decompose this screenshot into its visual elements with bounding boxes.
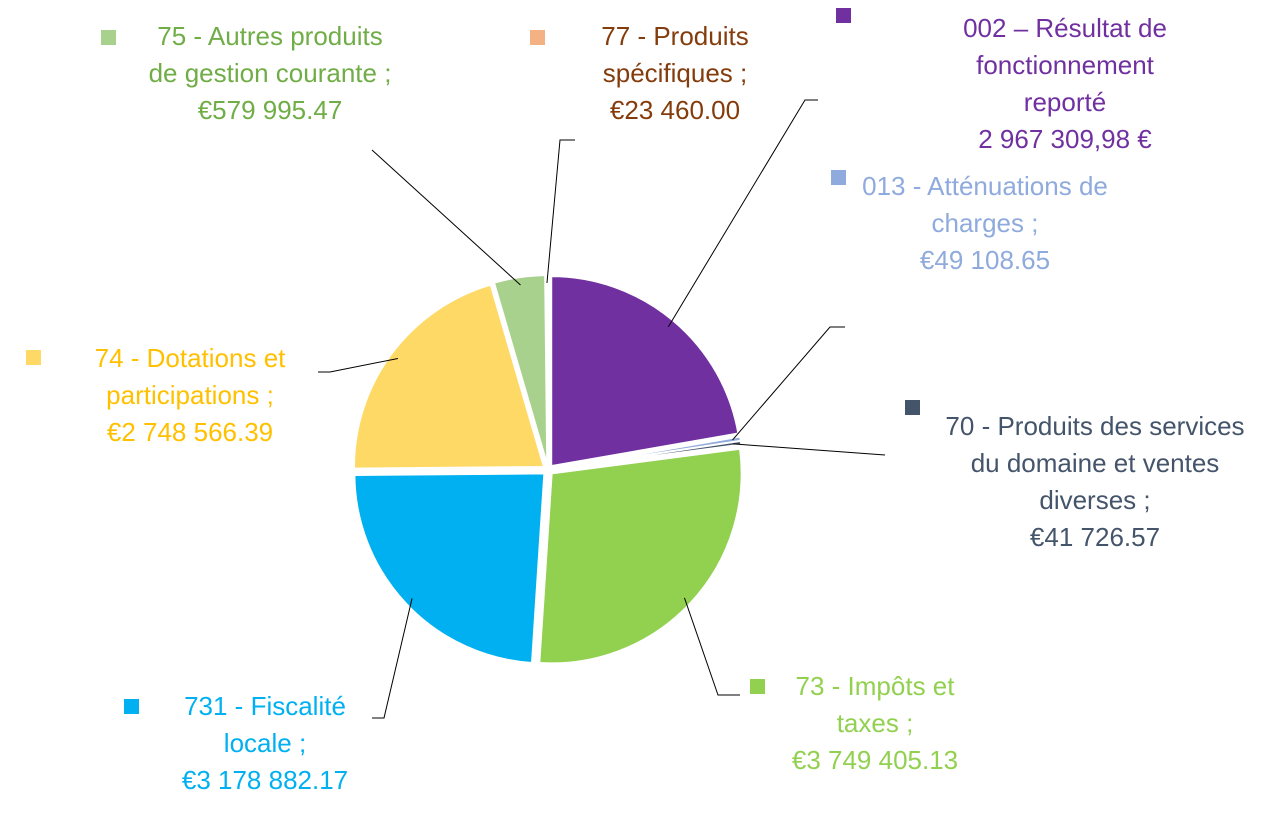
category-label: 74 - Dotations et participations ; <box>94 343 286 410</box>
legend-marker <box>750 679 765 694</box>
data-label: 73 - Impôts et taxes ; €3 749 405.13 <box>775 668 975 779</box>
pie-slice <box>352 283 546 470</box>
leader-line <box>372 598 413 719</box>
leader-line <box>683 597 740 696</box>
value-label: €579 995.47 <box>197 95 343 125</box>
value-label: €3 178 882.17 <box>181 765 349 795</box>
category-label: 77 - Produits spécifiques ; <box>601 21 749 88</box>
data-label: 77 - Produits spécifiques ; €23 460.00 <box>565 18 785 129</box>
leader-line <box>371 149 521 286</box>
leader-line <box>546 139 575 284</box>
value-label: €49 108.65 <box>919 245 1051 275</box>
category-label: 75 - Autres produits de gestion courante… <box>148 21 392 88</box>
legend-marker <box>905 400 920 415</box>
value-label: €23 460.00 <box>609 95 741 125</box>
leader-line <box>318 357 399 373</box>
leader-line <box>733 443 886 456</box>
legend-marker <box>836 8 851 23</box>
category-label: 013 - Atténuations de charges ; <box>862 171 1108 238</box>
value-label: 2 967 309,98 € <box>978 124 1152 154</box>
leader-line <box>667 99 818 328</box>
category-label: 002 – Résultat de fonctionnement reporté <box>963 13 1167 117</box>
value-label: €41 726.57 <box>1029 522 1161 552</box>
legend-marker <box>101 30 116 45</box>
legend-marker <box>26 350 41 365</box>
data-label: 731 - Fiscalité locale ; €3 178 882.17 <box>150 688 380 799</box>
leader-line <box>732 326 845 441</box>
data-label: 70 - Produits des services du domaine et… <box>945 408 1245 556</box>
legend-marker <box>530 30 545 45</box>
data-label: 75 - Autres produits de gestion courante… <box>140 18 400 129</box>
category-label: 731 - Fiscalité locale ; <box>184 691 346 758</box>
pie-slice <box>550 275 740 468</box>
value-label: €3 749 405.13 <box>791 745 959 775</box>
pie-slice <box>353 472 546 665</box>
value-label: €2 748 566.39 <box>106 417 274 447</box>
data-label: 002 – Résultat de fonctionnement reporté… <box>935 10 1195 158</box>
data-label: 013 - Atténuations de charges ; €49 108.6… <box>855 168 1115 279</box>
legend-marker <box>124 699 139 714</box>
legend-marker <box>831 170 846 185</box>
category-label: 70 - Produits des services du domaine et… <box>945 411 1245 515</box>
pie-slice <box>538 447 743 665</box>
data-label: 74 - Dotations et participations ; €2 748… <box>50 340 330 451</box>
category-label: 73 - Impôts et taxes ; <box>795 671 955 738</box>
